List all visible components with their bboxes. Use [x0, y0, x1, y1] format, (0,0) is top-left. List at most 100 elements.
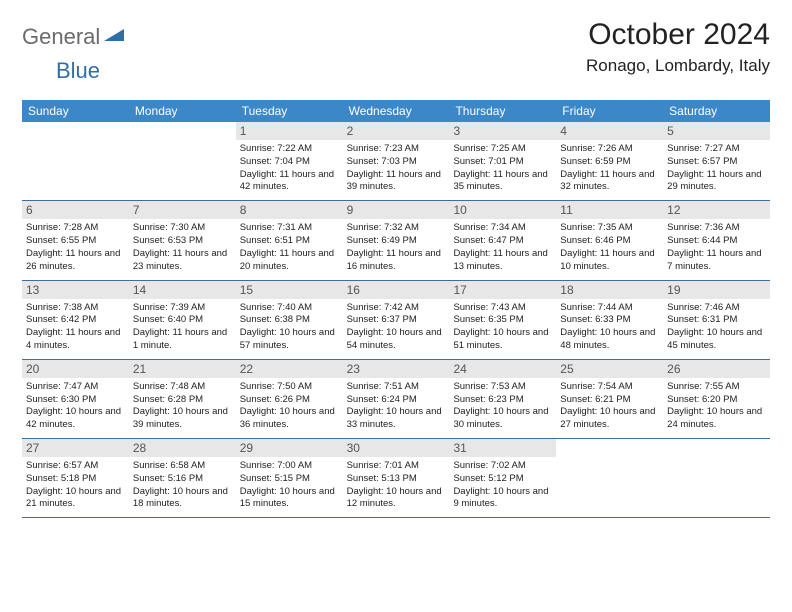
- daylight-text: Daylight: 11 hours and 7 minutes.: [667, 248, 766, 274]
- sunset-text: Sunset: 6:33 PM: [560, 314, 659, 327]
- sunset-text: Sunset: 6:44 PM: [667, 235, 766, 248]
- week-row: 13Sunrise: 7:38 AMSunset: 6:42 PMDayligh…: [22, 281, 770, 360]
- sunrise-text: Sunrise: 7:51 AM: [347, 381, 446, 394]
- sunrise-text: Sunrise: 7:44 AM: [560, 302, 659, 315]
- daylight-text: Daylight: 11 hours and 20 minutes.: [240, 248, 339, 274]
- day-cell: 24Sunrise: 7:53 AMSunset: 6:23 PMDayligh…: [449, 360, 556, 438]
- day-number: 6: [22, 201, 129, 219]
- weekday-header-cell: Wednesday: [343, 100, 450, 122]
- sunrise-text: Sunrise: 7:40 AM: [240, 302, 339, 315]
- day-details: Sunrise: 7:00 AMSunset: 5:15 PMDaylight:…: [240, 460, 339, 511]
- sunset-text: Sunset: 5:18 PM: [26, 473, 125, 486]
- weekday-header-cell: Sunday: [22, 100, 129, 122]
- sunrise-text: Sunrise: 7:38 AM: [26, 302, 125, 315]
- day-details: Sunrise: 7:48 AMSunset: 6:28 PMDaylight:…: [133, 381, 232, 432]
- logo-triangle-icon: [104, 26, 124, 49]
- day-number: 23: [343, 360, 450, 378]
- day-number: 30: [343, 439, 450, 457]
- day-number: 4: [556, 122, 663, 140]
- daylight-text: Daylight: 10 hours and 45 minutes.: [667, 327, 766, 353]
- day-cell: 28Sunrise: 6:58 AMSunset: 5:16 PMDayligh…: [129, 439, 236, 517]
- week-row: 27Sunrise: 6:57 AMSunset: 5:18 PMDayligh…: [22, 439, 770, 518]
- day-cell: 9Sunrise: 7:32 AMSunset: 6:49 PMDaylight…: [343, 201, 450, 279]
- daylight-text: Daylight: 11 hours and 35 minutes.: [453, 169, 552, 195]
- sunrise-text: Sunrise: 7:30 AM: [133, 222, 232, 235]
- weekday-header-cell: Friday: [556, 100, 663, 122]
- daylight-text: Daylight: 10 hours and 15 minutes.: [240, 486, 339, 512]
- daylight-text: Daylight: 10 hours and 9 minutes.: [453, 486, 552, 512]
- daylight-text: Daylight: 11 hours and 16 minutes.: [347, 248, 446, 274]
- daylight-text: Daylight: 11 hours and 29 minutes.: [667, 169, 766, 195]
- daylight-text: Daylight: 11 hours and 26 minutes.: [26, 248, 125, 274]
- day-cell: 26 Sunrise: 7:55 AMSunset: 6:20 PMDayligh…: [663, 360, 770, 438]
- day-cell: 31 Sunrise: 7:02 AMSunset: 5:12 PMDayligh…: [449, 439, 556, 517]
- day-cell: 30Sunrise: 7:01 AMSunset: 5:13 PMDayligh…: [343, 439, 450, 517]
- sunset-text: Sunset: 7:01 PM: [453, 156, 552, 169]
- month-title: October 2024: [586, 18, 770, 52]
- sunrise-text: Sunrise: 7:23 AM: [347, 143, 446, 156]
- day-number: 7: [129, 201, 236, 219]
- day-cell: 13Sunrise: 7:38 AMSunset: 6:42 PMDayligh…: [22, 281, 129, 359]
- sunrise-text: Sunrise: 7:34 AM: [453, 222, 552, 235]
- day-details: Sunrise: 7:42 AMSunset: 6:37 PMDaylight:…: [347, 302, 446, 353]
- day-details: Sunrise: 7:32 AMSunset: 6:49 PMDaylight:…: [347, 222, 446, 273]
- sunset-text: Sunset: 6:37 PM: [347, 314, 446, 327]
- day-details: Sunrise: 6:58 AMSunset: 5:16 PMDaylight:…: [133, 460, 232, 511]
- empty-day-cell: [663, 439, 770, 517]
- weekday-header-cell: Monday: [129, 100, 236, 122]
- day-number: 27: [22, 439, 129, 457]
- sunrise-text: Sunrise: 7:28 AM: [26, 222, 125, 235]
- day-details: Sunrise: 7:28 AMSunset: 6:55 PMDaylight:…: [26, 222, 125, 273]
- day-number: 19: [663, 281, 770, 299]
- day-details: Sunrise: 7:22 AMSunset: 7:04 PMDaylight:…: [240, 143, 339, 194]
- sunset-text: Sunset: 6:31 PM: [667, 314, 766, 327]
- weekday-header-cell: Saturday: [663, 100, 770, 122]
- daylight-text: Daylight: 11 hours and 1 minute.: [133, 327, 232, 353]
- day-number: 16: [343, 281, 450, 299]
- day-number: 22: [236, 360, 343, 378]
- day-details: Sunrise: 7:55 AMSunset: 6:20 PMDaylight:…: [667, 381, 766, 432]
- day-cell: 12Sunrise: 7:36 AMSunset: 6:44 PMDayligh…: [663, 201, 770, 279]
- day-number: 29: [236, 439, 343, 457]
- daylight-text: Daylight: 10 hours and 36 minutes.: [240, 406, 339, 432]
- sunset-text: Sunset: 6:30 PM: [26, 394, 125, 407]
- daylight-text: Daylight: 10 hours and 24 minutes.: [667, 406, 766, 432]
- day-number: 3: [449, 122, 556, 140]
- day-details: Sunrise: 7:40 AMSunset: 6:38 PMDaylight:…: [240, 302, 339, 353]
- day-cell: 14Sunrise: 7:39 AMSunset: 6:40 PMDayligh…: [129, 281, 236, 359]
- sunrise-text: Sunrise: 7:02 AM: [453, 460, 552, 473]
- sunrise-text: Sunrise: 7:32 AM: [347, 222, 446, 235]
- logo: General: [22, 24, 126, 50]
- sunset-text: Sunset: 5:12 PM: [453, 473, 552, 486]
- daylight-text: Daylight: 10 hours and 27 minutes.: [560, 406, 659, 432]
- sunrise-text: Sunrise: 7:22 AM: [240, 143, 339, 156]
- daylight-text: Daylight: 10 hours and 51 minutes.: [453, 327, 552, 353]
- day-cell: 4Sunrise: 7:26 AMSunset: 6:59 PMDaylight…: [556, 122, 663, 200]
- location: Ronago, Lombardy, Italy: [586, 56, 770, 76]
- week-row: 20Sunrise: 7:47 AMSunset: 6:30 PMDayligh…: [22, 360, 770, 439]
- sunrise-text: Sunrise: 7:50 AM: [240, 381, 339, 394]
- sunset-text: Sunset: 5:13 PM: [347, 473, 446, 486]
- title-block: October 2024 Ronago, Lombardy, Italy: [586, 18, 770, 76]
- sunset-text: Sunset: 6:47 PM: [453, 235, 552, 248]
- day-number: 13: [22, 281, 129, 299]
- day-details: Sunrise: 7:02 AMSunset: 5:12 PMDaylight:…: [453, 460, 552, 511]
- day-details: Sunrise: 7:47 AMSunset: 6:30 PMDaylight:…: [26, 381, 125, 432]
- daylight-text: Daylight: 10 hours and 18 minutes.: [133, 486, 232, 512]
- empty-day-cell: [22, 122, 129, 200]
- day-number: 26: [663, 360, 770, 378]
- sunrise-text: Sunrise: 7:46 AM: [667, 302, 766, 315]
- sunset-text: Sunset: 6:59 PM: [560, 156, 659, 169]
- day-details: Sunrise: 7:30 AMSunset: 6:53 PMDaylight:…: [133, 222, 232, 273]
- day-details: Sunrise: 7:50 AMSunset: 6:26 PMDaylight:…: [240, 381, 339, 432]
- sunrise-text: Sunrise: 7:42 AM: [347, 302, 446, 315]
- day-number: 31: [449, 439, 556, 457]
- sunset-text: Sunset: 6:20 PM: [667, 394, 766, 407]
- day-cell: 17Sunrise: 7:43 AMSunset: 6:35 PMDayligh…: [449, 281, 556, 359]
- day-cell: 20Sunrise: 7:47 AMSunset: 6:30 PMDayligh…: [22, 360, 129, 438]
- sunrise-text: Sunrise: 7:48 AM: [133, 381, 232, 394]
- sunset-text: Sunset: 6:38 PM: [240, 314, 339, 327]
- day-number: 2: [343, 122, 450, 140]
- sunset-text: Sunset: 7:03 PM: [347, 156, 446, 169]
- sunrise-text: Sunrise: 7:35 AM: [560, 222, 659, 235]
